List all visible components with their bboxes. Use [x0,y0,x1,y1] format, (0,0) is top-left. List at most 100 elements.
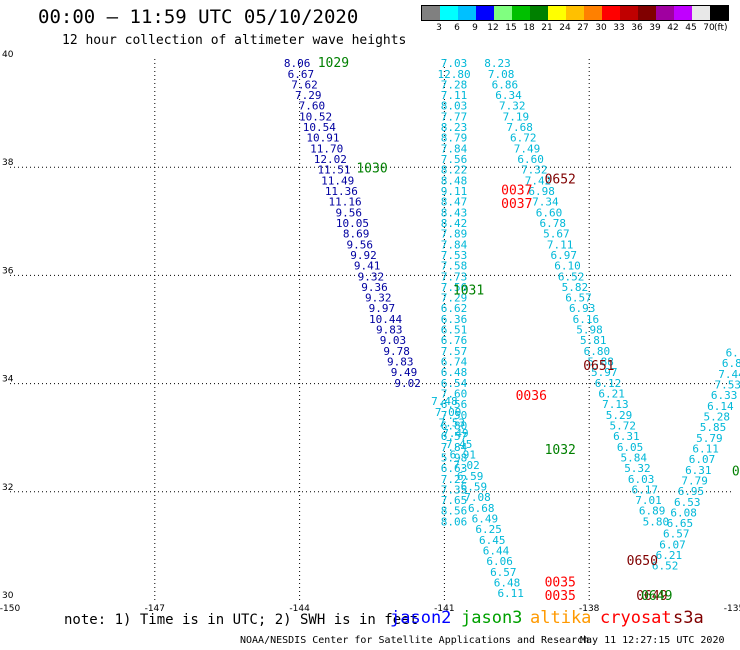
wave-height-value: 9.83 [387,356,414,369]
wave-height-value: 5.80 [643,515,670,528]
wave-height-value: 6.57 [441,430,468,443]
wave-height-value: 6.56 [441,398,468,411]
wave-height-value: 7.73 [441,270,468,283]
wave-height-value: 6.60 [517,153,544,166]
wave-height-value: 8.43 [441,206,468,219]
wave-height-value: 6.72 [510,132,537,145]
wave-height-value: 9.41 [354,260,381,273]
wave-height-value: 7.84 [441,142,468,155]
wave-height-value: 6.45 [479,534,506,547]
legend-swatch [710,6,728,20]
wave-height-value: 7.45 [446,438,473,451]
wave-height-value: 8.79 [441,132,468,145]
wave-height-value: 6.60 [536,206,563,219]
wave-height-value: 6.68 [468,502,495,515]
wave-height-value: 6.51 [441,324,468,337]
legend-swatch [440,6,458,20]
wave-height-value: 7.89 [441,228,468,241]
wave-height-value: 7.53 [715,379,740,392]
wave-height-value: 10.54 [303,121,336,134]
wave-height-value: 6.16 [573,313,600,326]
wave-height-value: 8.48 [441,174,468,187]
pass-time-label: 003 [732,465,740,480]
pass-time-label: 1030 [356,162,387,177]
legend-tick-label: 27 [577,23,589,33]
wave-height-value: 9.97 [369,302,396,315]
pass-time-label: 1031 [453,283,484,298]
wave-height-value: 6.25 [475,523,502,536]
wave-height-value: 8.42 [441,217,468,230]
legend-swatch [530,6,548,20]
legend-tick-label: 6 [454,23,460,33]
wave-height-value: 7.02 [453,459,480,472]
wave-height-value: 6.54 [441,377,468,390]
wave-height-value: 6.74 [441,356,468,369]
lat-tick-label: 30 [2,591,14,601]
wave-height-value: 6.48 [494,576,521,589]
wave-height-value: 7.50 [441,409,468,422]
legend-tick-label: 39 [649,23,661,33]
wave-height-value: 7.32 [521,164,548,177]
lat-tick-label: 36 [2,266,14,276]
wave-height-value: 5.98 [441,451,468,464]
wave-height-value: 8.69 [343,228,370,241]
pass-time-label: 0650 [627,554,658,569]
wave-height-value: 5.32 [624,462,651,475]
wave-height-value: 9.92 [350,249,377,262]
lat-tick-label: 32 [2,483,13,493]
wave-height-value: 7.49 [514,142,541,155]
satellite-label-altika: altika [530,608,592,628]
wave-height-value: 9.02 [394,377,421,390]
wave-height-value: 12.80 [437,68,470,81]
legend-swatches [421,5,729,21]
wave-height-value: 6.53 [674,496,701,509]
wave-height-value: 9.36 [361,281,388,294]
wave-height-value: 6.31 [685,464,712,477]
legend-swatch [692,6,710,20]
wave-height-value: 7.28 [441,78,468,91]
wave-height-value: 6.52 [558,270,585,283]
lat-tick-label: 40 [2,50,14,60]
wave-height-value: 6.03 [628,473,655,486]
wave-height-value: 6.06 [486,555,513,568]
wave-height-value: 7.03 [441,57,468,70]
pass-time-label: 1029 [318,56,349,71]
legend-swatch [674,6,692,20]
wave-height-value: 9.83 [376,324,403,337]
wave-height-value: 9.49 [391,366,418,379]
wave-height-value: 7.58 [441,260,468,273]
wave-height-value: 5.82 [562,281,589,294]
wave-height-value: 6.07 [689,453,716,466]
footer-timestamp: May 11 12:27:15 UTC 2020 [580,635,725,646]
wave-height-value: 6.21 [656,549,683,562]
satellite-label-s3a: s3a [673,608,704,628]
wave-height-value: 6.78 [539,217,566,230]
wave-height-value: 7.35 [441,483,468,496]
wave-height-value: 6.31 [613,430,640,443]
legend-swatch [512,6,530,20]
wave-height-value: 7.08 [464,491,491,504]
wave-height-value: 7.56 [441,153,468,166]
lat-tick-label: 38 [2,158,14,168]
wave-height-value: 9.78 [383,345,410,358]
wave-height-value: 5.67 [543,228,570,241]
satellite-label-jason3: jason3 [461,608,523,628]
legend-tick-label: 70 [703,23,715,33]
legend-tick-label: 45 [685,23,697,33]
wave-height-value: 7.42 [525,174,552,187]
pass-time-label: 0649 [636,589,667,604]
wave-height-value: 7.60 [299,100,326,113]
wave-height-value: 6.12 [595,377,622,390]
wave-height-value: 6.21 [598,388,625,401]
legend-tick-label: 42 [667,23,679,33]
wave-height-value: 6.59 [457,470,484,483]
wave-height-value: 6.10 [554,260,581,273]
lon-tick-label: -144 [289,604,310,614]
wave-height-value: 6.89 [639,505,666,518]
wave-height-value: 8.23 [484,57,511,70]
wave-height-value: 6.07 [659,538,686,551]
legend-unit: (ft) [714,23,728,33]
wave-height-value: 11.51 [317,164,350,177]
wave-height-value: 6.49 [472,512,499,525]
wave-height-value: 7.49 [442,427,469,440]
